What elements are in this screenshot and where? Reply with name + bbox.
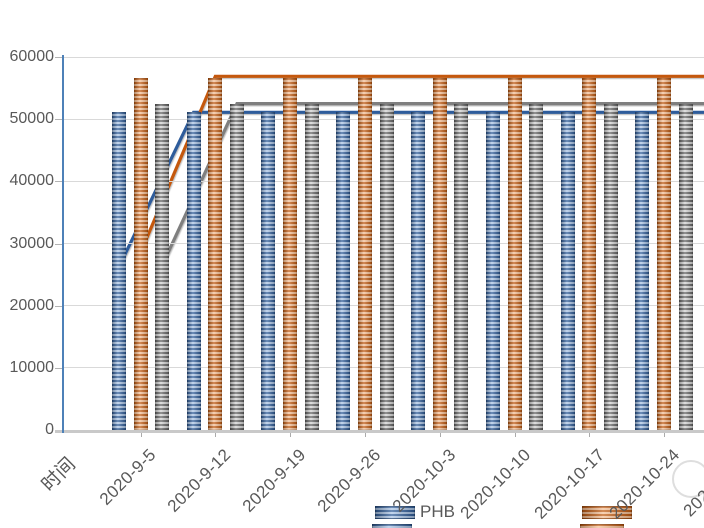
x-axis-tick (664, 433, 666, 437)
bar-blue-striped-bars (336, 111, 351, 430)
watermark-circle (672, 460, 704, 498)
bar-blue-striped-bars (186, 111, 201, 430)
x-axis-tick (364, 433, 366, 437)
bar-orange-striped-bars (133, 77, 148, 430)
bar-blue-striped-bars (485, 111, 500, 430)
x-axis-tick (439, 433, 441, 437)
bar-orange-striped-bars (283, 77, 298, 430)
bar-gray-striped-bars (379, 104, 394, 430)
legend-swatch-blue (375, 506, 415, 519)
bar-gray-striped-bars (454, 104, 469, 430)
bar-orange-striped-bars (582, 77, 597, 430)
x-axis-tick (215, 433, 217, 437)
bar-gray-striped-bars (155, 104, 170, 430)
x-axis-tick (290, 433, 292, 437)
y-axis-line (62, 55, 64, 433)
x-axis-line (55, 430, 704, 433)
bar-blue-striped-bars (635, 111, 650, 430)
x-axis-tick (514, 433, 516, 437)
y-axis-tick (55, 119, 62, 121)
y-tick-label: 20000 (9, 296, 55, 314)
bar-gray-striped-bars (529, 104, 544, 430)
gridline (63, 56, 704, 58)
bar-gray-striped-bars (230, 104, 244, 430)
x-axis-tick (589, 433, 591, 437)
bar-gray-striped-bars (604, 104, 618, 430)
bar-gray-striped-bars (678, 104, 693, 430)
y-tick-label: 30000 (9, 234, 55, 252)
legend-swatch-blue-row2 (372, 524, 412, 528)
y-tick-label: 50000 (9, 110, 55, 128)
bar-orange-striped-bars (432, 77, 447, 430)
y-tick-label: 10000 (9, 358, 55, 376)
bar-blue-striped-bars (411, 111, 425, 430)
bar-blue-striped-bars (111, 111, 126, 430)
bar-blue-striped-bars (560, 111, 575, 430)
y-tick-label: 40000 (9, 172, 55, 190)
bar-orange-striped-bars (357, 77, 372, 430)
y-axis-tick (55, 305, 62, 307)
legend-label-phb: PHB (420, 502, 455, 521)
y-axis-tick (55, 181, 62, 183)
bar-orange-striped-bars (208, 77, 223, 430)
y-tick-label: 60000 (9, 48, 55, 65)
bar-gray-striped-bars (304, 104, 319, 430)
bar-orange-striped-bars (507, 77, 522, 430)
y-tick-label: 0 (45, 421, 54, 438)
legend-swatch-orange-row2 (580, 524, 624, 528)
y-axis-tick (55, 367, 62, 369)
legend-swatch-orange (582, 506, 632, 519)
y-axis-tick (55, 57, 62, 58)
y-axis-tick (55, 243, 62, 245)
orange-line (139, 74, 704, 254)
bar-blue-striped-bars (261, 111, 276, 430)
x-axis-tick (140, 433, 142, 437)
bar-orange-striped-bars (657, 77, 672, 430)
